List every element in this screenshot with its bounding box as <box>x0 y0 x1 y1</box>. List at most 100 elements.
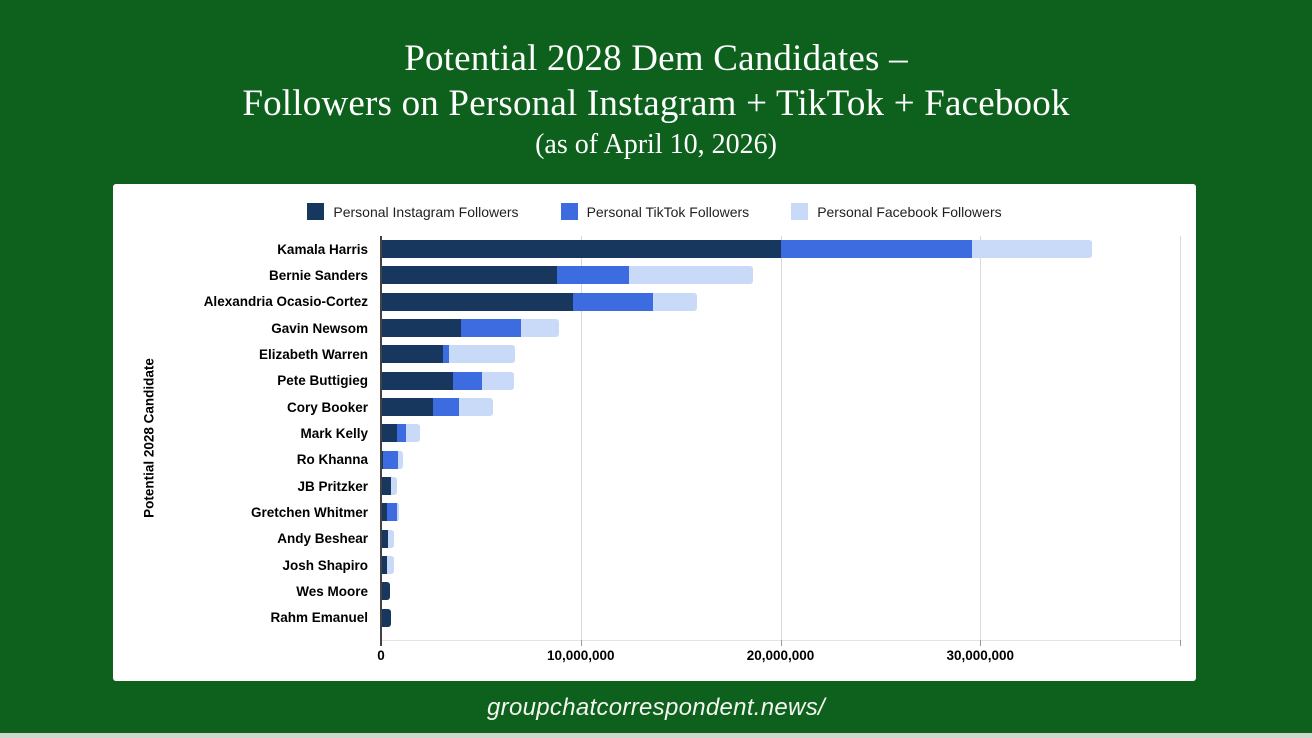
category-label: Mark Kelly <box>300 425 368 441</box>
bar-segment-tiktok <box>556 266 629 285</box>
legend-swatch-facebook <box>791 203 809 220</box>
bar-segment-facebook <box>448 345 515 364</box>
page-title-line2: Followers on Personal Instagram + TikTok… <box>242 83 1070 124</box>
bar-segment-facebook <box>390 477 397 496</box>
bar-segment-facebook <box>386 556 394 575</box>
bar-segment-facebook <box>520 319 559 338</box>
footer-url: groupchatcorrespondent.news/ <box>487 694 825 721</box>
bar-segment-instagram <box>381 556 387 575</box>
bar-segment-facebook <box>405 424 420 443</box>
axis-tick <box>780 640 782 646</box>
axis-tick <box>980 640 982 646</box>
category-label: Gretchen Whitmer <box>250 504 368 520</box>
legend-item-tiktok: Personal TikTok Followers <box>560 203 750 220</box>
bar-segment-facebook <box>628 266 753 285</box>
bar-row <box>381 477 1180 496</box>
gridline <box>580 236 582 640</box>
bar-segment-facebook <box>481 371 514 390</box>
gridline <box>1180 236 1181 640</box>
bar-segment-instagram <box>381 503 387 522</box>
gridline <box>980 236 982 640</box>
bar-row <box>381 319 1180 338</box>
bar-row <box>381 608 1180 627</box>
bar-row <box>381 582 1180 601</box>
bar-segment-instagram <box>381 292 573 311</box>
bar-segment-tiktok <box>452 371 482 390</box>
bar-segment-instagram <box>381 240 781 259</box>
bar-row <box>381 292 1180 311</box>
legend-swatch-instagram <box>307 203 325 220</box>
legend-item-facebook: Personal Facebook Followers <box>791 203 1002 220</box>
bar-segment-tiktok <box>432 398 459 417</box>
x-tick-label: 30,000,000 <box>946 648 1015 663</box>
category-label: Josh Shapiro <box>282 557 368 573</box>
x-axis-tick-labels: 0 10,000,000 20,000,000 30,000,000 <box>377 648 1180 668</box>
category-label: Wes Moore <box>296 583 368 599</box>
bar-segment-instagram <box>381 424 397 443</box>
bar-segment-tiktok <box>386 503 397 522</box>
axis-tick <box>1180 640 1181 646</box>
legend-item-instagram: Personal Instagram Followers <box>307 203 519 220</box>
bar-segment-tiktok <box>442 345 449 364</box>
bar-segment-tiktok <box>780 240 973 259</box>
bar-segment-facebook <box>972 240 1093 259</box>
bar-segment-facebook <box>387 529 394 548</box>
bar-segment-instagram <box>381 398 433 417</box>
category-label: Rahm Emanuel <box>270 610 368 626</box>
bar-segment-tiktok <box>572 292 653 311</box>
legend: Personal Instagram Followers Personal Tik… <box>113 203 1196 220</box>
bar-row <box>381 556 1180 575</box>
x-tick-label: 0 <box>377 648 385 663</box>
category-label: Ro Khanna <box>296 452 368 468</box>
category-label: Cory Booker <box>286 399 368 415</box>
legend-label: Personal Instagram Followers <box>333 203 519 220</box>
category-label: Alexandria Ocasio-Cortez <box>203 294 368 310</box>
x-tick-label: 10,000,000 <box>546 648 615 663</box>
category-label: Gavin Newsom <box>271 320 368 336</box>
bar-segment-tiktok <box>460 319 521 338</box>
bar-segment-instagram <box>381 319 461 338</box>
bar-segment-facebook <box>397 450 403 469</box>
page-subtitle: (as of April 10, 2026) <box>535 129 777 160</box>
bar-segment-instagram <box>381 266 557 285</box>
y-axis-line <box>380 236 382 646</box>
bar-segment-tiktok <box>382 450 398 469</box>
bar-row <box>381 450 1180 469</box>
bar-row <box>381 345 1180 364</box>
legend-swatch-tiktok <box>560 203 578 220</box>
bar-segment-tiktok <box>396 424 406 443</box>
bar-row <box>381 371 1180 390</box>
bar-segment-instagram <box>381 345 443 364</box>
bar-segment-facebook <box>396 503 399 522</box>
bar-segment-facebook <box>652 292 697 311</box>
bar-segment-facebook <box>458 398 493 417</box>
bar-row <box>381 266 1180 285</box>
chart-card: Personal Instagram Followers Personal Tik… <box>113 184 1196 681</box>
bar-row <box>381 529 1180 548</box>
plot-area <box>380 236 1181 646</box>
category-label: Andy Beshear <box>277 531 368 547</box>
category-label: JB Pritzker <box>297 478 368 494</box>
bar-rows <box>381 236 1180 631</box>
bar-row <box>381 240 1180 259</box>
legend-label: Personal Facebook Followers <box>817 203 1002 220</box>
page-title-line1: Potential 2028 Dem Candidates – <box>404 38 908 79</box>
category-labels: Kamala Harris Bernie Sanders Alexandria Oc… <box>113 236 375 631</box>
bar-segment-instagram <box>381 529 388 548</box>
header: Potential 2028 Dem Candidates – Follower… <box>0 36 1312 164</box>
x-tick-label: 20,000,000 <box>746 648 815 663</box>
category-label: Kamala Harris <box>277 241 368 257</box>
legend-label: Personal TikTok Followers <box>586 203 750 220</box>
bar-segment-instagram <box>381 608 391 627</box>
axis-tick <box>580 640 582 646</box>
category-label: Elizabeth Warren <box>258 346 368 362</box>
bar-segment-instagram <box>381 477 391 496</box>
bar-segment-instagram <box>381 371 453 390</box>
category-label: Bernie Sanders <box>268 267 368 283</box>
category-label: Pete Buttigieg <box>277 373 368 389</box>
bottom-strip <box>0 733 1312 738</box>
bar-segment-instagram <box>381 582 390 601</box>
bar-row <box>381 503 1180 522</box>
gridline <box>780 236 782 640</box>
